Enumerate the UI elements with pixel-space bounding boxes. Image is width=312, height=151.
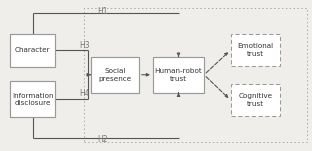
Text: H2: H2	[97, 135, 107, 144]
Text: Emotional
trust: Emotional trust	[237, 43, 273, 57]
Bar	[91, 57, 139, 93]
Text: H3: H3	[79, 41, 90, 50]
Text: H4: H4	[79, 89, 90, 98]
Text: H1: H1	[97, 7, 107, 16]
Bar	[231, 84, 280, 116]
Bar	[10, 82, 55, 117]
Bar	[10, 34, 55, 67]
Text: Human-robot
trust: Human-robot trust	[155, 68, 202, 82]
Text: Information
disclosure: Information disclosure	[12, 93, 53, 106]
Bar	[153, 57, 204, 93]
Text: Social
presence: Social presence	[98, 68, 131, 82]
Bar	[84, 8, 307, 142]
Bar	[231, 34, 280, 66]
Text: Cognitive
trust: Cognitive trust	[238, 93, 272, 107]
Text: Character: Character	[15, 47, 50, 53]
